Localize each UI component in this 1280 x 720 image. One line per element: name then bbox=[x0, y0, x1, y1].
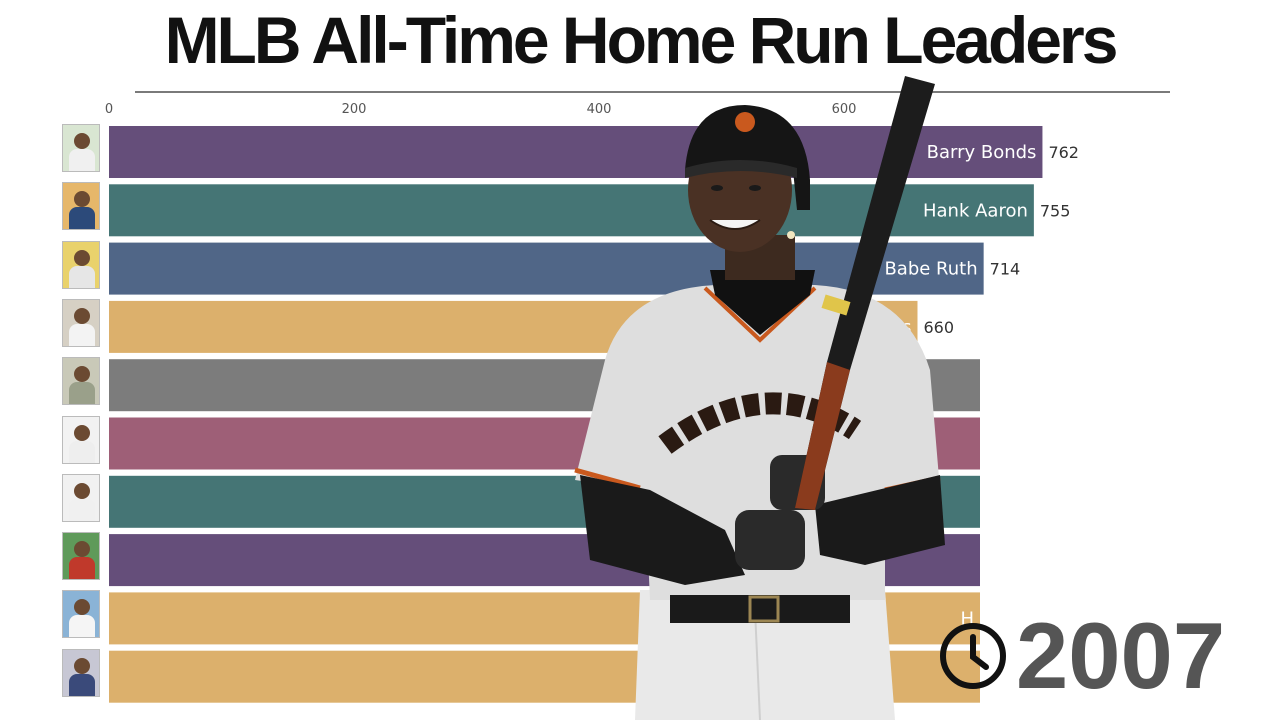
player-uniform bbox=[69, 207, 95, 230]
bar-value-label: 755 bbox=[1040, 201, 1071, 220]
bar-value-label: 762 bbox=[1048, 143, 1079, 162]
player-face bbox=[74, 366, 90, 383]
clock-icon bbox=[940, 623, 1006, 689]
bar-value-label: 714 bbox=[990, 260, 1021, 279]
player-face bbox=[74, 599, 90, 616]
x-tick-label: 0 bbox=[105, 102, 113, 117]
chart-title: MLB All-Time Home Run Leaders bbox=[164, 3, 1119, 77]
x-tick-label: 200 bbox=[342, 102, 367, 117]
bar-value-label: 660 bbox=[924, 318, 955, 337]
bar-label: Babe Ruth bbox=[884, 259, 977, 280]
player-card-thumbnail bbox=[62, 240, 100, 289]
player-card-thumbnail bbox=[62, 182, 100, 231]
player-face bbox=[74, 133, 90, 149]
player-card-thumbnail bbox=[62, 473, 100, 522]
player-card-thumbnail bbox=[62, 415, 100, 464]
bar bbox=[109, 242, 984, 295]
player-uniform bbox=[69, 149, 95, 171]
player-card-thumbnail bbox=[62, 298, 100, 347]
player-face bbox=[74, 482, 90, 499]
player-uniform bbox=[69, 323, 95, 346]
player-uniform bbox=[69, 615, 95, 638]
player-card-thumbnail bbox=[62, 124, 100, 172]
player-card-thumbnail bbox=[62, 590, 100, 639]
player-face bbox=[74, 191, 90, 208]
player-face bbox=[74, 249, 90, 266]
player-face bbox=[74, 541, 90, 558]
player-uniform bbox=[69, 382, 95, 405]
player-card-thumbnail bbox=[62, 648, 100, 697]
player-card-thumbnail bbox=[62, 357, 100, 406]
bar-label: Hank Aaron bbox=[923, 200, 1028, 221]
player-uniform bbox=[69, 498, 95, 521]
year-indicator: 2007 bbox=[938, 606, 1225, 706]
player-uniform bbox=[69, 440, 95, 463]
title-divider bbox=[135, 91, 1170, 93]
x-tick-label: 400 bbox=[587, 102, 612, 117]
player-face bbox=[74, 307, 90, 324]
x-tick-label: 600 bbox=[832, 102, 857, 117]
player-face bbox=[74, 424, 90, 441]
player-uniform bbox=[69, 557, 95, 580]
bar-label: Barry Bonds bbox=[927, 142, 1037, 163]
player-uniform bbox=[69, 673, 95, 696]
player-face bbox=[74, 657, 90, 674]
player-photo bbox=[574, 76, 945, 720]
player-uniform bbox=[69, 265, 95, 288]
player-card-thumbnail bbox=[62, 532, 100, 581]
year-label: 2007 bbox=[1016, 603, 1226, 708]
